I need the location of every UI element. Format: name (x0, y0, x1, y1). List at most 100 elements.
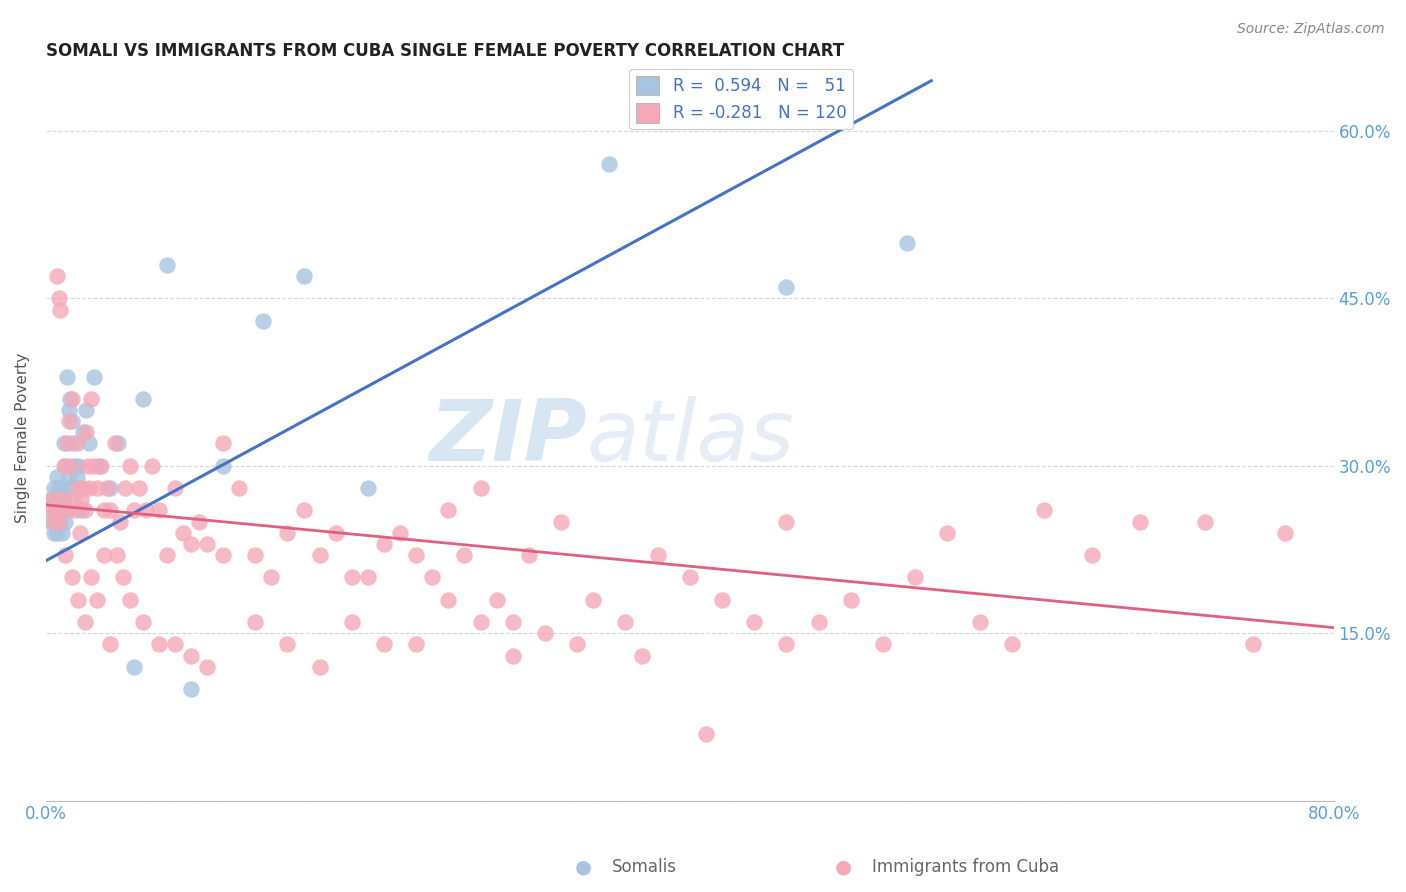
Point (52, 492, 75, 507)
Point (308, 659, 330, 673)
Point (180, 537, 202, 551)
Point (163, 481, 186, 495)
Point (1274, 525, 1296, 540)
Point (49, 492, 72, 507)
Point (42, 481, 65, 495)
Point (565, 637, 588, 651)
Point (148, 503, 170, 517)
Text: Somalis: Somalis (612, 858, 676, 876)
Point (163, 637, 186, 651)
Point (582, 592, 605, 607)
Text: ●: ● (575, 857, 592, 877)
Point (1032, 503, 1054, 517)
Point (45, 503, 67, 517)
Point (453, 548, 475, 562)
Point (647, 548, 669, 562)
Point (56, 503, 79, 517)
Point (60, 392, 83, 406)
Point (1241, 637, 1264, 651)
Point (114, 481, 136, 495)
Point (98, 503, 121, 517)
Point (39, 515, 62, 529)
Point (59, 481, 82, 495)
Point (373, 637, 395, 651)
Point (124, 503, 146, 517)
Point (389, 525, 412, 540)
Point (135, 503, 157, 517)
Point (86, 592, 108, 607)
Point (70, 503, 93, 517)
Point (105, 548, 128, 562)
Text: Immigrants from Cuba: Immigrants from Cuba (872, 858, 1059, 876)
Point (502, 648, 524, 663)
Point (69, 481, 91, 495)
Point (245, 548, 267, 562)
Point (53, 548, 76, 562)
Point (212, 548, 235, 562)
Point (1129, 515, 1152, 529)
Point (228, 481, 250, 495)
Point (896, 235, 918, 250)
Point (107, 436, 129, 450)
Point (180, 681, 202, 696)
Point (58, 403, 80, 417)
Point (108, 515, 131, 529)
Point (98, 637, 121, 651)
Point (292, 269, 315, 284)
Legend: R =  0.594   N =   51, R = -0.281   N = 120: R = 0.594 N = 51, R = -0.281 N = 120 (630, 69, 853, 129)
Point (131, 392, 153, 406)
Point (42, 515, 65, 529)
Point (72, 481, 94, 495)
Point (51, 481, 73, 495)
Point (212, 458, 235, 473)
Point (52, 436, 75, 450)
Point (485, 592, 508, 607)
Point (56, 436, 79, 450)
Point (93, 503, 115, 517)
Point (420, 570, 443, 584)
Point (534, 626, 557, 640)
Point (80, 570, 103, 584)
Point (49, 302, 72, 317)
Point (373, 537, 395, 551)
Point (76, 458, 98, 473)
Point (131, 615, 153, 629)
Point (62, 436, 84, 450)
Point (42, 525, 65, 540)
Point (141, 458, 163, 473)
Point (1194, 515, 1216, 529)
Point (156, 548, 179, 562)
Point (550, 515, 572, 529)
Point (46, 269, 69, 284)
Point (96, 481, 118, 495)
Point (83, 458, 105, 473)
Point (252, 314, 274, 328)
Point (67, 458, 90, 473)
Point (53, 458, 76, 473)
Point (187, 515, 209, 529)
Point (614, 615, 637, 629)
Point (405, 548, 427, 562)
Point (67, 481, 90, 495)
Point (49, 515, 72, 529)
Point (357, 481, 380, 495)
Point (56, 369, 79, 384)
Point (276, 637, 298, 651)
Point (148, 637, 170, 651)
Point (41, 492, 63, 507)
Point (51, 525, 73, 540)
Point (51, 503, 73, 517)
Point (276, 525, 298, 540)
Point (86, 481, 108, 495)
Point (437, 592, 460, 607)
Point (711, 592, 734, 607)
Point (156, 258, 179, 272)
Point (65, 470, 87, 484)
Point (63, 503, 86, 517)
Point (340, 615, 363, 629)
Point (41, 492, 63, 507)
Point (936, 525, 959, 540)
Point (90, 458, 112, 473)
Point (1001, 637, 1024, 651)
Point (807, 615, 830, 629)
